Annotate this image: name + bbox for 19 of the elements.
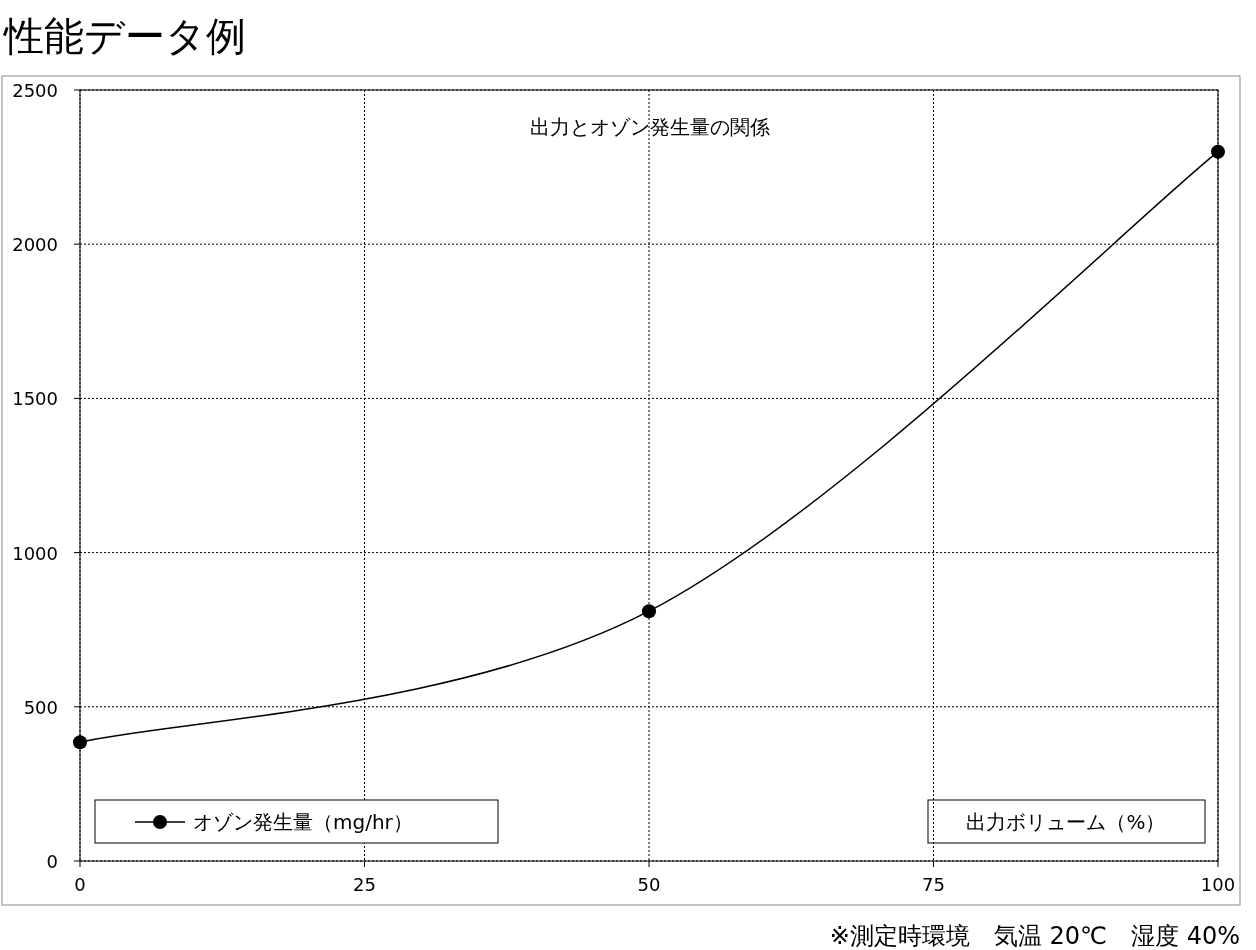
x-axis-title: 出力ボリューム（%） bbox=[966, 810, 1166, 834]
y-tick-label: 1500 bbox=[12, 388, 58, 410]
text: ※測定時環境 気温 20℃ 湿度 40% bbox=[829, 922, 1240, 950]
point bbox=[1211, 144, 1225, 159]
x-tick-label: 25 bbox=[353, 874, 376, 895]
point bbox=[642, 604, 656, 619]
point bbox=[73, 735, 87, 750]
y-tick-label: 0 bbox=[46, 851, 58, 872]
title: 性能データ例 bbox=[4, 13, 246, 59]
y-tick-label: 1000 bbox=[12, 542, 58, 564]
x-tick-label: 50 bbox=[637, 874, 661, 895]
x-tick-label: 0 bbox=[74, 874, 86, 895]
x-tick-label: 75 bbox=[922, 874, 945, 895]
y-tick-label: 2500 bbox=[12, 80, 58, 101]
text: 出力とオゾン発生量の関係 bbox=[530, 115, 770, 139]
y-tick-label: 2000 bbox=[12, 234, 58, 256]
legend-label: オゾン発生量（mg/hr） bbox=[193, 810, 413, 834]
y-tick-label: 500 bbox=[23, 696, 58, 718]
x-tick-label: 100 bbox=[1200, 874, 1236, 895]
